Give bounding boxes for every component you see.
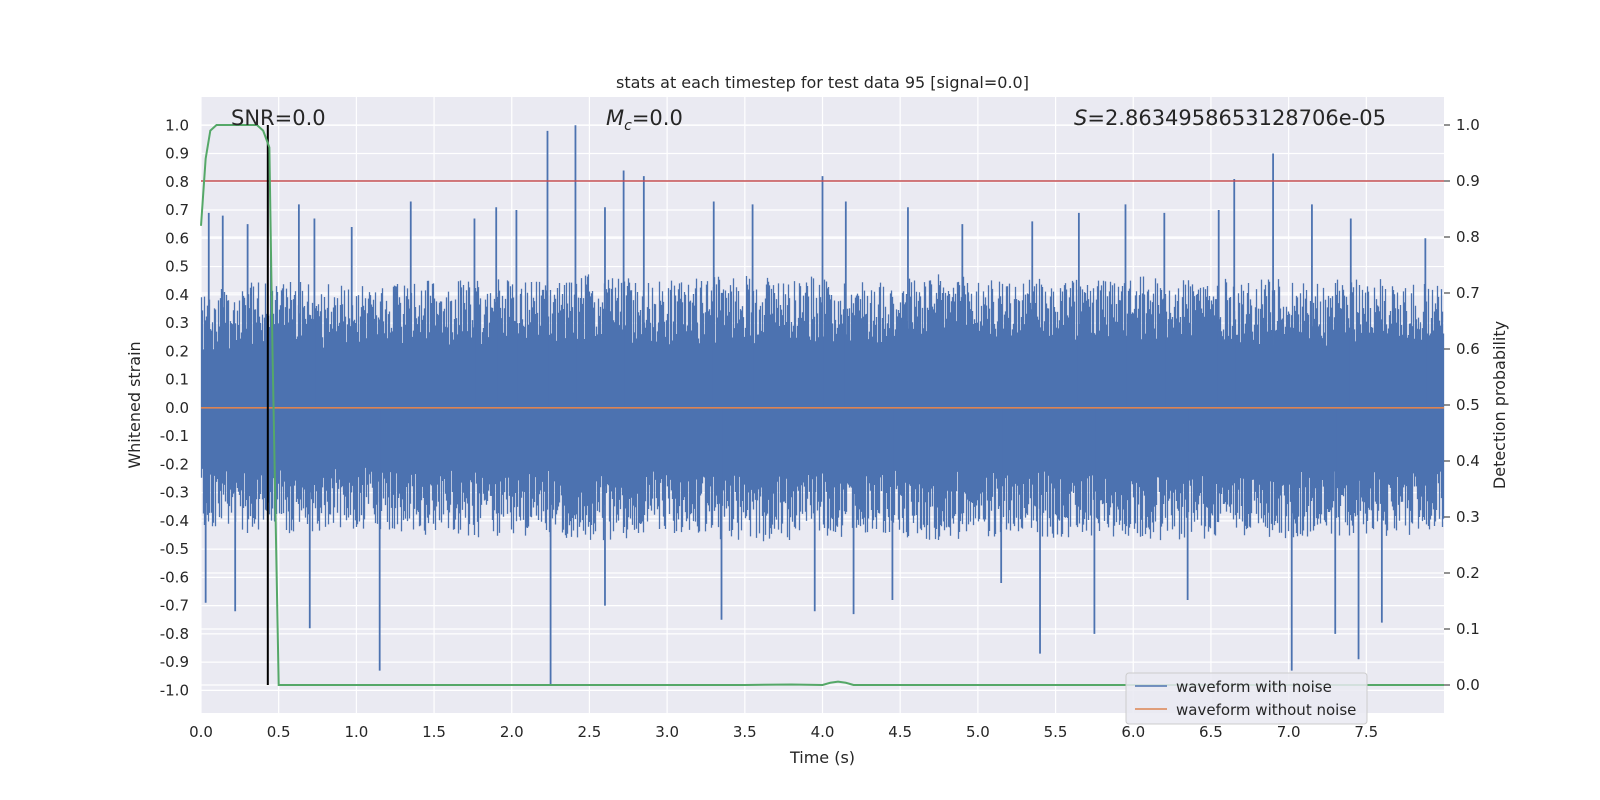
- y-right-tick-label: 0.0: [1456, 676, 1480, 694]
- x-tick-label: 5.0: [966, 723, 990, 741]
- x-tick-label: 0.5: [267, 723, 291, 741]
- y-tick-label: 1.0: [165, 116, 189, 134]
- y-tick-label: 0.3: [165, 314, 189, 332]
- x-tick-label: 7.0: [1277, 723, 1301, 741]
- y-tick-label: -0.8: [160, 625, 189, 643]
- y-right-tick-label: 0.9: [1456, 172, 1480, 190]
- x-tick-label: 4.5: [888, 723, 912, 741]
- x-axis-label: Time (s): [789, 748, 855, 767]
- y-right-tick-label: 0.2: [1456, 564, 1480, 582]
- chart-title: stats at each timestep for test data 95 …: [616, 73, 1029, 92]
- y-tick-label: -0.3: [160, 484, 189, 502]
- y-tick-label: -0.5: [160, 540, 189, 558]
- legend-entry-waveform-without-noise: waveform without noise: [1176, 701, 1356, 719]
- y-right-tick-label: 0.7: [1456, 284, 1480, 302]
- y-axis-label: Whitened strain: [125, 341, 144, 468]
- y-tick-label: 0.6: [165, 229, 189, 247]
- y-right-tick-label: 0.1: [1456, 620, 1480, 638]
- y-tick-label: -0.9: [160, 653, 189, 671]
- y-tick-label: 0.0: [165, 399, 189, 417]
- y-tick-label: 0.8: [165, 173, 189, 191]
- x-tick-label: 2.0: [500, 723, 524, 741]
- y-tick-label: -0.2: [160, 455, 189, 473]
- legend-entry-waveform-with-noise: waveform with noise: [1176, 678, 1332, 696]
- y-tick-label: -1.0: [160, 681, 189, 699]
- axis-ticks: 0.0 0.5 1.0 1.5 2.0 2.5 3.0 3.5 4.0 4.5 5.0 5.5 6.0 6…: [160, 116, 1480, 741]
- y-right-tick-label: 0.4: [1456, 452, 1480, 470]
- snr-annotation: SNR=0.0: [231, 106, 326, 130]
- y-tick-label: 0.7: [165, 201, 189, 219]
- x-tick-label: 6.0: [1121, 723, 1145, 741]
- y-tick-label: 0.4: [165, 286, 189, 304]
- y-right-tick-label: 0.8: [1456, 228, 1480, 246]
- x-tick-label: 1.0: [344, 723, 368, 741]
- mc-value: =0.0: [632, 106, 683, 130]
- legend: waveform with noise waveform without noi…: [1125, 672, 1368, 725]
- y-tick-label: -0.4: [160, 512, 189, 530]
- series-detection-probability: [200, 124, 1444, 687]
- s-value: =2.8634958653128706e-05: [1087, 106, 1386, 130]
- x-tick-label: 6.5: [1199, 723, 1223, 741]
- legend-box: [1125, 672, 1368, 725]
- y-tick-label: 0.5: [165, 258, 189, 276]
- s-symbol: S: [1074, 106, 1087, 130]
- x-tick-label: 7.5: [1354, 723, 1378, 741]
- x-tick-label: 3.5: [733, 723, 757, 741]
- y-tick-label: 0.1: [165, 371, 189, 389]
- y-tick-label: -0.6: [160, 568, 189, 586]
- x-tick-label: 3.0: [655, 723, 679, 741]
- y-axis-right-label: Detection probability: [1490, 321, 1509, 489]
- chirp-mass-annotation: Mc=0.0: [606, 106, 683, 134]
- mc-subscript: c: [624, 118, 632, 134]
- y-tick-label: 0.2: [165, 342, 189, 360]
- y-right-tick-label: 0.3: [1456, 508, 1480, 526]
- x-tick-label: 2.5: [578, 723, 602, 741]
- y-right-tick-label: 1.0: [1456, 116, 1480, 134]
- y-right-tick-label: 0.5: [1456, 396, 1480, 414]
- mc-symbol: M: [606, 106, 624, 130]
- x-tick-label: 5.5: [1044, 723, 1068, 741]
- x-tick-label: 0.0: [189, 723, 213, 741]
- y-right-tick-label: 0.6: [1456, 340, 1480, 358]
- series-waveform-with-noise: [200, 125, 1445, 685]
- y-tick-label: 0.9: [165, 145, 189, 163]
- overlay-lines: [200, 124, 1444, 687]
- y-tick-label: -0.1: [160, 427, 189, 445]
- y-tick-label: -0.7: [160, 597, 189, 615]
- score-annotation: S=2.8634958653128706e-05: [1074, 106, 1386, 130]
- x-tick-label: 1.5: [422, 723, 446, 741]
- x-tick-label: 4.0: [811, 723, 835, 741]
